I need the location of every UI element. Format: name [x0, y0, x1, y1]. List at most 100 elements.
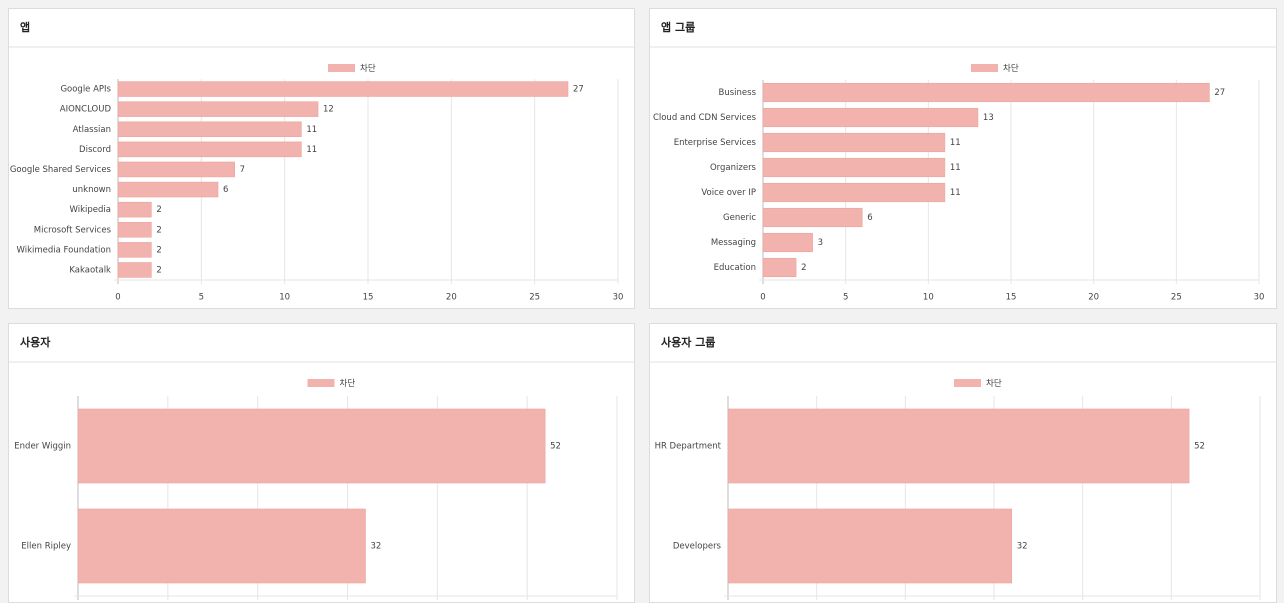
- value-label: 32: [1017, 542, 1028, 552]
- legend-swatch: [307, 379, 335, 387]
- y-tick-label: Messaging: [711, 238, 756, 248]
- y-tick-label: Google Shared Services: [10, 165, 112, 175]
- value-label: 13: [983, 113, 994, 123]
- y-tick-label: Enterprise Services: [674, 138, 757, 148]
- bar: [117, 201, 152, 218]
- value-label: 52: [1194, 442, 1205, 452]
- bar: [117, 222, 152, 238]
- bar: [762, 157, 946, 178]
- legend-label: 차단: [340, 378, 356, 389]
- bar: [727, 508, 1013, 584]
- bar: [117, 161, 235, 178]
- y-tick-label: Wikimedia Foundation: [17, 245, 112, 255]
- value-label: 3: [818, 238, 823, 248]
- bar: [762, 232, 813, 253]
- y-tick-label: Atlassian: [73, 125, 111, 135]
- legend-swatch: [971, 64, 998, 72]
- y-tick-label: Developers: [673, 542, 722, 552]
- x-tick-label: 10: [923, 293, 934, 303]
- bar: [117, 181, 219, 198]
- value-label: 2: [801, 263, 806, 273]
- y-tick-label: Education: [714, 263, 756, 273]
- bar: [77, 408, 546, 484]
- y-tick-label: Kakaotalk: [69, 265, 111, 275]
- bar: [117, 262, 152, 278]
- value-label: 6: [223, 185, 228, 195]
- bar: [762, 132, 946, 153]
- y-tick-label: Ender Wiggin: [14, 442, 71, 452]
- x-tick-label: 30: [613, 293, 624, 303]
- y-tick-label: unknown: [72, 185, 111, 195]
- x-tick-label: 0: [115, 293, 120, 303]
- value-label: 11: [306, 125, 317, 135]
- x-tick-label: 20: [446, 293, 457, 303]
- value-label: 27: [573, 85, 584, 95]
- bar: [117, 141, 302, 158]
- value-label: 12: [323, 105, 334, 115]
- panel: 앱 차단 0 5 10 15 20 25 30 Google APIs 27 AIONCLOUD 12 A…: [8, 8, 635, 309]
- x-tick-label: 5: [843, 293, 848, 303]
- legend-label: 차단: [1003, 63, 1019, 74]
- panel-title: 앱: [20, 21, 30, 34]
- legend-swatch: [328, 64, 355, 72]
- value-label: 52: [550, 442, 561, 452]
- x-tick-label: 25: [529, 293, 540, 303]
- panel: 사용자 그룹차단0102030405060HR Department52Deve…: [649, 323, 1277, 603]
- y-tick-label: Generic: [723, 213, 756, 223]
- bar: [117, 81, 569, 97]
- panel-title: 사용자: [20, 335, 51, 349]
- bar: [762, 107, 979, 128]
- y-tick-label: Wikipedia: [70, 205, 111, 215]
- y-tick-label: Google APIs: [60, 85, 111, 95]
- y-tick-label: Business: [719, 88, 757, 98]
- x-tick-label: 5: [199, 293, 204, 303]
- value-label: 32: [370, 542, 381, 552]
- x-tick-label: 30: [1254, 293, 1265, 303]
- bar: [117, 121, 302, 137]
- value-label: 2: [156, 265, 161, 275]
- x-tick-label: 0: [760, 293, 765, 303]
- value-label: 7: [240, 165, 245, 175]
- value-label: 11: [950, 188, 961, 198]
- bar: [762, 182, 946, 203]
- value-label: 6: [867, 213, 872, 223]
- x-tick-label: 15: [1006, 293, 1017, 303]
- y-tick-label: Microsoft Services: [34, 225, 112, 235]
- value-label: 11: [950, 138, 961, 148]
- x-tick-label: 20: [1088, 293, 1099, 303]
- value-label: 27: [1214, 88, 1225, 98]
- y-tick-label: HR Department: [655, 442, 722, 452]
- y-tick-label: Organizers: [710, 163, 757, 173]
- legend-swatch: [954, 379, 981, 387]
- y-tick-label: Cloud and CDN Services: [653, 113, 757, 123]
- y-tick-label: Ellen Ripley: [21, 542, 71, 552]
- value-label: 11: [950, 163, 961, 173]
- y-tick-label: Discord: [79, 145, 111, 155]
- bar: [762, 257, 797, 278]
- panel-title: 앱 그룹: [661, 21, 695, 34]
- y-tick-label: AIONCLOUD: [60, 105, 112, 115]
- chart: 사용자 그룹차단0102030405060HR Department52Deve…: [650, 335, 1276, 600]
- panel-title: 사용자 그룹: [661, 335, 715, 349]
- value-label: 11: [306, 145, 317, 155]
- x-tick-label: 15: [363, 293, 374, 303]
- bar: [762, 82, 1210, 103]
- legend-label: 차단: [986, 378, 1002, 389]
- value-label: 2: [156, 205, 161, 215]
- bar: [727, 408, 1190, 484]
- x-tick-label: 10: [279, 293, 290, 303]
- bar: [117, 242, 152, 258]
- legend-label: 차단: [360, 63, 376, 74]
- y-tick-label: Voice over IP: [701, 188, 756, 198]
- bar: [117, 101, 319, 117]
- x-tick-label: 25: [1171, 293, 1182, 303]
- bar: [77, 508, 366, 584]
- value-label: 2: [156, 225, 161, 235]
- bar: [762, 207, 863, 228]
